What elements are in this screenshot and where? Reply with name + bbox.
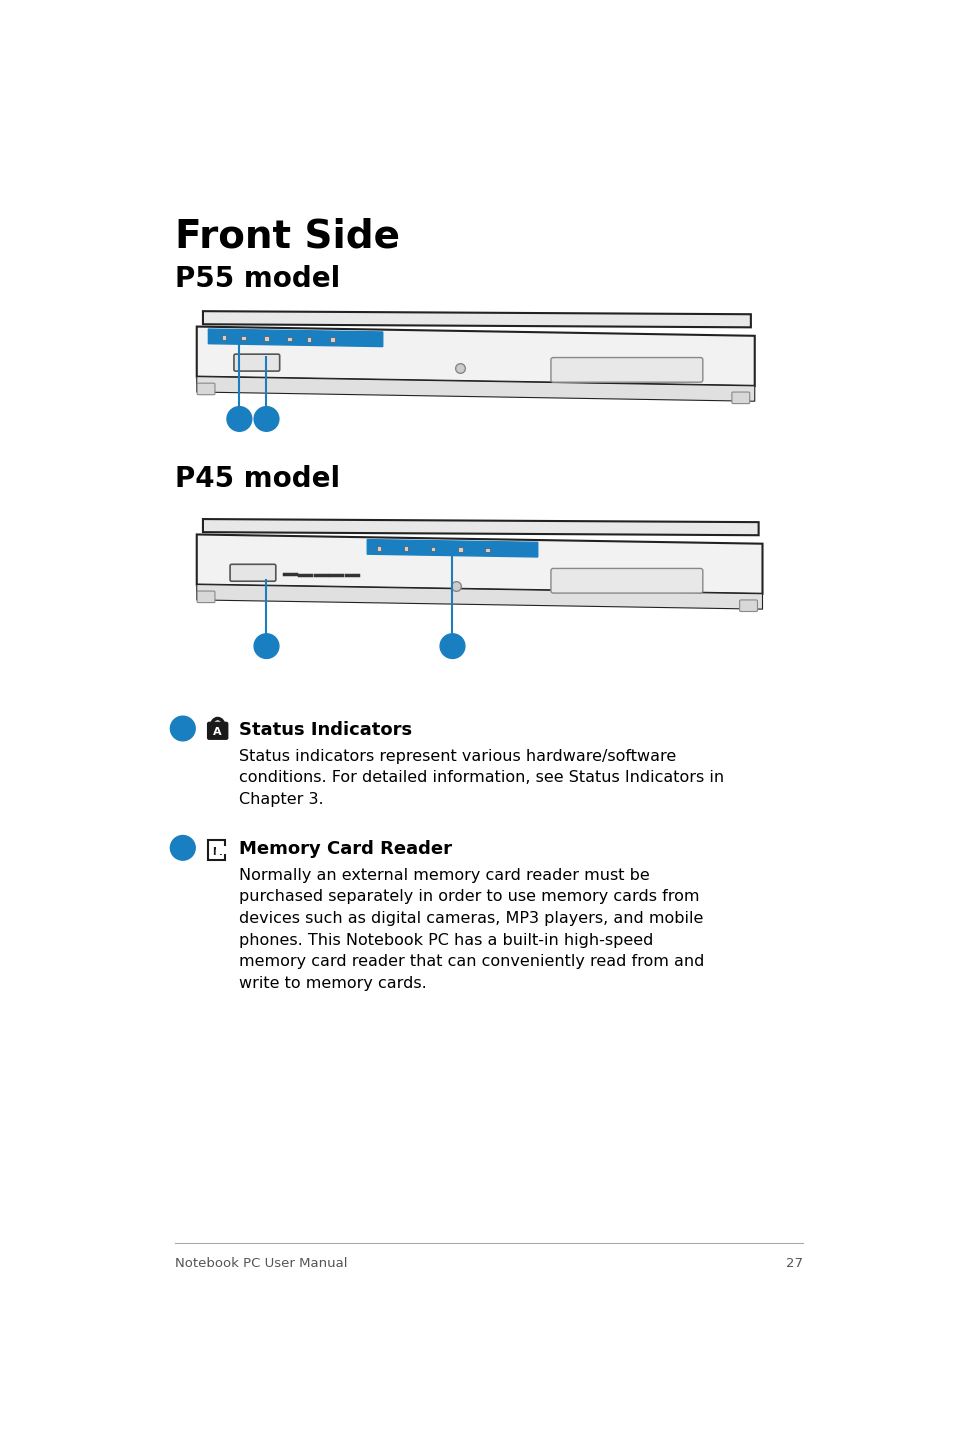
Circle shape: [227, 407, 252, 431]
Text: 27: 27: [785, 1257, 802, 1270]
FancyBboxPatch shape: [208, 840, 225, 860]
FancyBboxPatch shape: [550, 358, 702, 383]
Bar: [287, 336, 292, 341]
Polygon shape: [196, 584, 761, 610]
Bar: [307, 336, 311, 341]
Bar: [221, 335, 226, 341]
Polygon shape: [196, 377, 754, 401]
Text: Notebook PC User Manual: Notebook PC User Manual: [174, 1257, 347, 1270]
Polygon shape: [208, 329, 382, 347]
Bar: [330, 338, 335, 342]
FancyBboxPatch shape: [550, 568, 702, 592]
Bar: [403, 546, 408, 551]
Bar: [431, 546, 435, 551]
Text: P55 model: P55 model: [174, 265, 340, 293]
Text: 2: 2: [177, 838, 189, 857]
FancyBboxPatch shape: [197, 591, 214, 603]
Text: 1: 1: [233, 410, 245, 429]
Bar: [376, 546, 381, 551]
Text: 1: 1: [446, 637, 457, 656]
Bar: [241, 336, 245, 341]
Circle shape: [171, 716, 195, 741]
Bar: [457, 548, 462, 552]
Polygon shape: [203, 519, 758, 535]
FancyBboxPatch shape: [208, 723, 227, 739]
Text: M: M: [218, 846, 224, 851]
Text: 2: 2: [260, 410, 272, 429]
Text: P45 model: P45 model: [174, 464, 340, 493]
Bar: [484, 548, 489, 552]
Polygon shape: [203, 311, 750, 328]
Polygon shape: [367, 539, 537, 557]
Text: 2: 2: [260, 637, 272, 656]
FancyBboxPatch shape: [739, 600, 757, 611]
FancyBboxPatch shape: [233, 354, 279, 371]
Circle shape: [253, 407, 278, 431]
Bar: [264, 336, 269, 341]
FancyBboxPatch shape: [197, 383, 214, 394]
Polygon shape: [196, 535, 761, 594]
Text: A: A: [213, 728, 222, 738]
Polygon shape: [196, 326, 754, 385]
FancyBboxPatch shape: [230, 564, 275, 581]
Text: M: M: [212, 847, 221, 857]
Text: 1: 1: [177, 719, 189, 738]
Text: Status Indicators: Status Indicators: [238, 720, 412, 739]
FancyBboxPatch shape: [731, 393, 749, 404]
FancyBboxPatch shape: [216, 847, 227, 854]
Circle shape: [439, 634, 464, 659]
Circle shape: [171, 835, 195, 860]
Text: Front Side: Front Side: [174, 217, 399, 255]
Text: Status indicators represent various hardware/software
conditions. For detailed i: Status indicators represent various hard…: [238, 749, 723, 807]
Text: Normally an external memory card reader must be
purchased separately in order to: Normally an external memory card reader …: [238, 869, 703, 991]
Text: Memory Card Reader: Memory Card Reader: [238, 840, 451, 858]
Circle shape: [253, 634, 278, 659]
